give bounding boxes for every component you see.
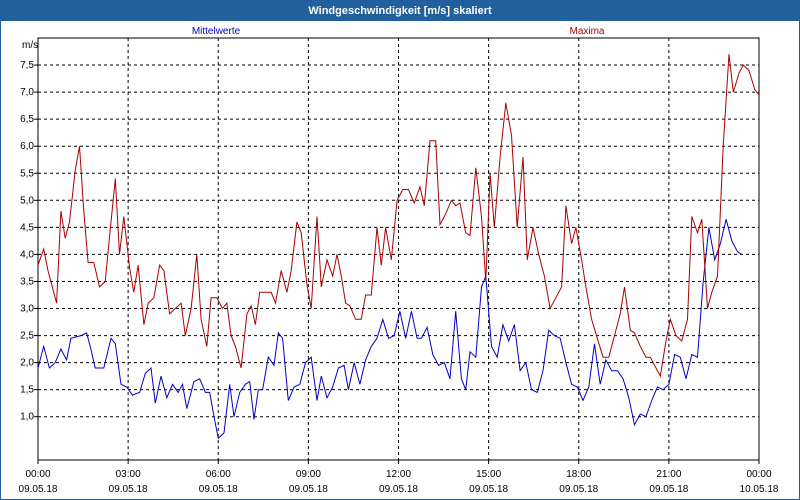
y-tick-label: 3,0: [20, 304, 34, 315]
window-title: Windgeschwindigkeit [m/s] skaliert: [1, 1, 799, 21]
x-axis-ticks: 00:00 09.05.18 03:00 09.05.18 06:00 09.05.18 0…: [19, 460, 779, 495]
y-tick-label: 7,5: [20, 60, 34, 71]
x-tick-time: 21:00: [656, 469, 681, 480]
x-tick-time: 03:00: [116, 469, 141, 480]
x-tick-date: 09.05.18: [109, 484, 148, 495]
x-tick-date: 09.05.18: [559, 484, 598, 495]
x-tick-date: 09.05.18: [469, 484, 508, 495]
y-tick-label: 4,0: [20, 249, 34, 260]
x-tick-date: 09.05.18: [289, 484, 328, 495]
series-line-maxima: [37, 54, 760, 378]
x-tick-date: 09.05.18: [199, 484, 238, 495]
x-tick-time: 00:00: [25, 469, 50, 480]
y-tick-label: 7,0: [20, 87, 34, 98]
x-tick-time: 00:00: [746, 469, 771, 480]
series-line-mittelwerte: [37, 219, 743, 440]
x-tick-time: 09:00: [296, 469, 321, 480]
y-tick-label: 1,5: [20, 385, 34, 396]
y-tick-label: 3,5: [20, 276, 34, 287]
y-tick-label: 5,5: [20, 168, 34, 179]
x-tick-time: 06:00: [206, 469, 231, 480]
x-tick-date: 09.05.18: [649, 484, 688, 495]
y-axis-ticks: 1,0 1,5 2,0 2,5 3,0 3,5 4,0 4,5 5,0 5,5 6,0 6,5 7,0 7…: [20, 60, 38, 423]
legend-entry-maxima: Maxima: [569, 26, 604, 37]
legend-entry-mittelwerte: Mittelwerte: [192, 26, 241, 37]
y-tick-label: 6,0: [20, 141, 34, 152]
x-tick-date: 10.05.18: [740, 484, 779, 495]
x-tick-time: 18:00: [566, 469, 591, 480]
y-tick-label: 5,0: [20, 195, 34, 206]
y-tick-label: 1,0: [20, 412, 34, 423]
x-tick-time: 12:00: [386, 469, 411, 480]
y-tick-label: 6,5: [20, 114, 34, 125]
y-tick-label: 2,0: [20, 358, 34, 369]
y-tick-label: 4,5: [20, 222, 34, 233]
x-tick-date: 09.05.18: [19, 484, 58, 495]
x-tick-time: 15:00: [476, 469, 501, 480]
y-tick-label: 2,5: [20, 331, 34, 342]
y-axis-label: m/s: [22, 40, 38, 51]
x-tick-date: 09.05.18: [379, 484, 418, 495]
series-lines: [37, 54, 760, 440]
